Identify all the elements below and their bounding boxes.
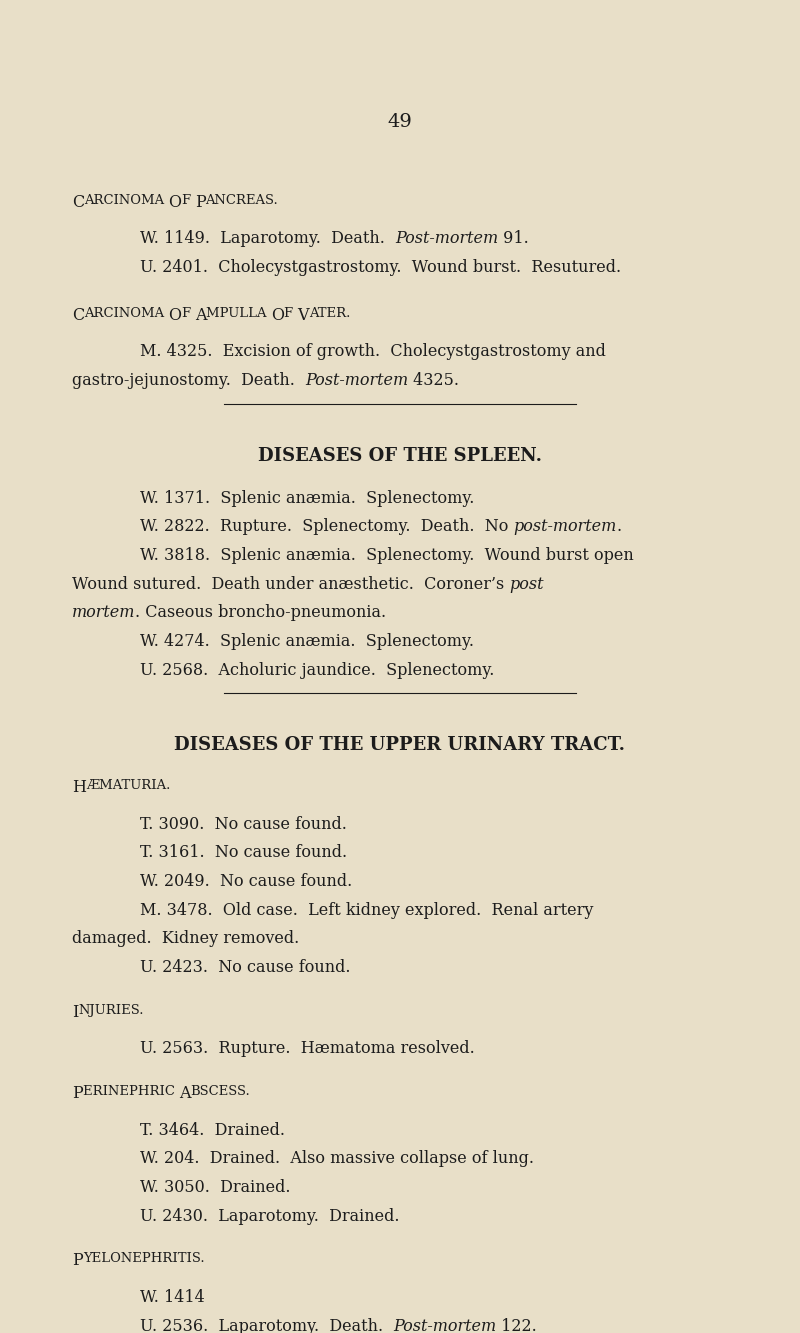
Text: NJURIES.: NJURIES. <box>78 1004 144 1017</box>
Text: P: P <box>72 1085 82 1102</box>
Text: DISEASES OF THE SPLEEN.: DISEASES OF THE SPLEEN. <box>258 447 542 465</box>
Text: M. 4325.  Excision of growth.  Cholecystgastrostomy and: M. 4325. Excision of growth. Cholecystga… <box>140 344 606 360</box>
Text: A: A <box>194 307 206 324</box>
Text: gastro-jejunostomy.  Death.: gastro-jejunostomy. Death. <box>72 372 305 389</box>
Text: T. 3161.  No cause found.: T. 3161. No cause found. <box>140 844 347 861</box>
Text: U. 2423.  No cause found.: U. 2423. No cause found. <box>140 958 350 976</box>
Text: W. 2049.  No cause found.: W. 2049. No cause found. <box>140 873 352 890</box>
Text: A: A <box>178 1085 190 1102</box>
Text: F: F <box>182 307 194 320</box>
Text: V: V <box>297 307 309 324</box>
Text: Wound sutured.  Death under anæsthetic.  Coroner’s: Wound sutured. Death under anæsthetic. C… <box>72 576 510 593</box>
Text: U. 2563.  Rupture.  Hæmatoma resolved.: U. 2563. Rupture. Hæmatoma resolved. <box>140 1040 474 1057</box>
Text: ARCINOMA: ARCINOMA <box>84 307 169 320</box>
Text: F: F <box>182 193 194 207</box>
Text: MPULLA: MPULLA <box>206 307 271 320</box>
Text: O: O <box>169 307 182 324</box>
Text: P: P <box>72 1252 82 1269</box>
Text: U. 2568.  Acholuric jaundice.  Splenectomy.: U. 2568. Acholuric jaundice. Splenectomy… <box>140 661 494 678</box>
Text: ATER.: ATER. <box>309 307 350 320</box>
Text: T. 3090.  No cause found.: T. 3090. No cause found. <box>140 816 347 833</box>
Text: ÆMATURIA.: ÆMATURIA. <box>86 778 170 792</box>
Text: C: C <box>72 307 84 324</box>
Text: 49: 49 <box>387 113 413 132</box>
Text: C: C <box>72 193 84 211</box>
Text: mortem: mortem <box>72 604 135 621</box>
Text: W. 2822.  Rupture.  Splenectomy.  Death.  No: W. 2822. Rupture. Splenectomy. Death. No <box>140 519 514 536</box>
Text: ANCREAS.: ANCREAS. <box>206 193 278 207</box>
Text: ERINEPHRIC: ERINEPHRIC <box>82 1085 178 1098</box>
Text: W. 1371.  Splenic anæmia.  Splenectomy.: W. 1371. Splenic anæmia. Splenectomy. <box>140 489 474 507</box>
Text: F: F <box>284 307 297 320</box>
Text: I: I <box>72 1004 78 1021</box>
Text: U. 2536.  Laparotomy.  Death.: U. 2536. Laparotomy. Death. <box>140 1317 394 1333</box>
Text: 122.: 122. <box>497 1317 538 1333</box>
Text: W. 204.  Drained.  Also massive collapse of lung.: W. 204. Drained. Also massive collapse o… <box>140 1150 534 1168</box>
Text: 4325.: 4325. <box>408 372 459 389</box>
Text: . Caseous broncho-pneumonia.: . Caseous broncho-pneumonia. <box>135 604 386 621</box>
Text: W. 3818.  Splenic anæmia.  Splenectomy.  Wound burst open: W. 3818. Splenic anæmia. Splenectomy. Wo… <box>140 547 634 564</box>
Text: DISEASES OF THE UPPER URINARY TRACT.: DISEASES OF THE UPPER URINARY TRACT. <box>174 736 626 754</box>
Text: T. 3464.  Drained.: T. 3464. Drained. <box>140 1121 285 1138</box>
Text: H: H <box>72 778 86 796</box>
Text: W. 1149.  Laparotomy.  Death.: W. 1149. Laparotomy. Death. <box>140 231 395 247</box>
Text: W. 1414: W. 1414 <box>140 1289 205 1306</box>
Text: BSCESS.: BSCESS. <box>190 1085 250 1098</box>
Text: O: O <box>271 307 284 324</box>
Text: Post-mortem: Post-mortem <box>394 1317 497 1333</box>
Text: O: O <box>169 193 182 211</box>
Text: post-mortem: post-mortem <box>514 519 617 536</box>
Text: Post-mortem: Post-mortem <box>395 231 498 247</box>
Text: damaged.  Kidney removed.: damaged. Kidney removed. <box>72 930 299 948</box>
Text: 91.: 91. <box>498 231 529 247</box>
Text: P: P <box>194 193 206 211</box>
Text: U. 2401.  Cholecystgastrostomy.  Wound burst.  Resutured.: U. 2401. Cholecystgastrostomy. Wound bur… <box>140 259 621 276</box>
Text: U. 2430.  Laparotomy.  Drained.: U. 2430. Laparotomy. Drained. <box>140 1208 399 1225</box>
Text: Post-mortem: Post-mortem <box>305 372 408 389</box>
Text: .: . <box>617 519 622 536</box>
Text: YELONEPHRITIS.: YELONEPHRITIS. <box>82 1252 204 1265</box>
Text: W. 3050.  Drained.: W. 3050. Drained. <box>140 1178 290 1196</box>
Text: M. 3478.  Old case.  Left kidney explored.  Renal artery: M. 3478. Old case. Left kidney explored.… <box>140 901 594 918</box>
Text: W. 4274.  Splenic anæmia.  Splenectomy.: W. 4274. Splenic anæmia. Splenectomy. <box>140 633 474 651</box>
Text: post: post <box>510 576 544 593</box>
Text: ARCINOMA: ARCINOMA <box>84 193 169 207</box>
